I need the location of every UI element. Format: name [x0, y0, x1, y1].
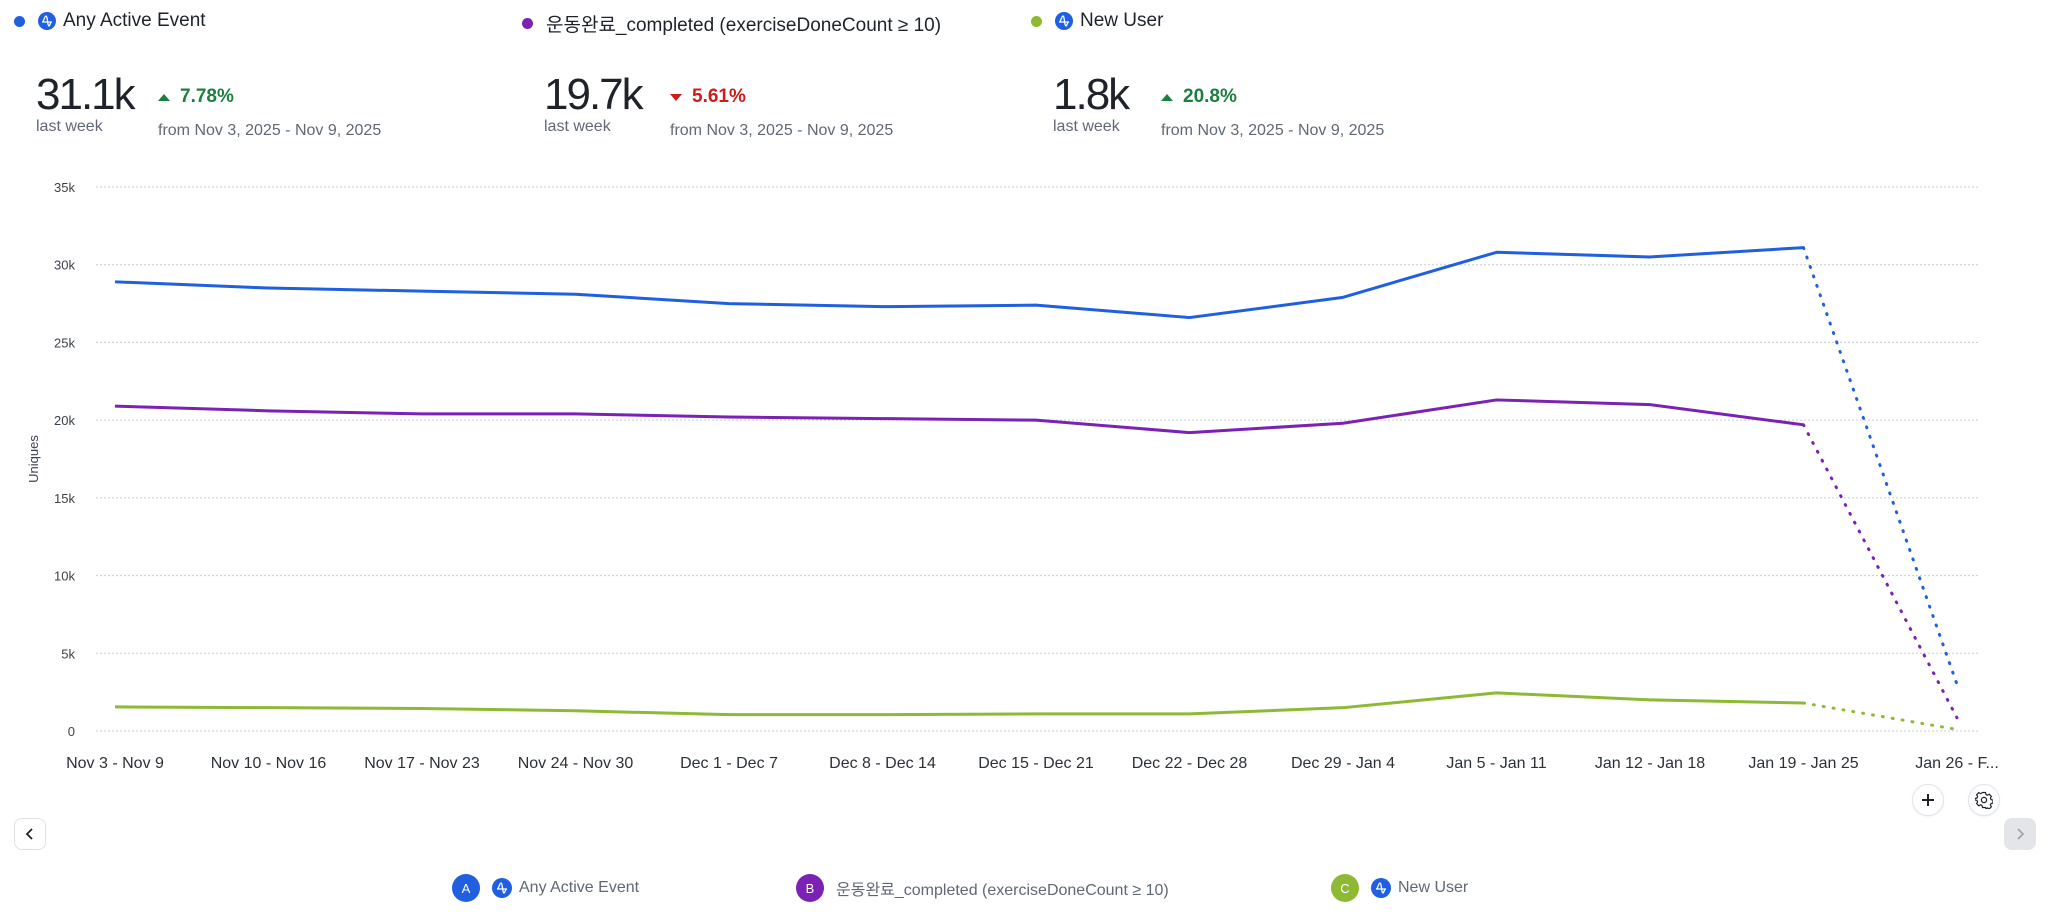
series-name: 운동완료_completed (exerciseDoneCount ≥ 10)	[546, 15, 942, 36]
metric-comparison: from Nov 3, 2025 - Nov 9, 2025	[670, 122, 894, 139]
series-a	[114, 246, 1959, 686]
series-b	[114, 398, 1959, 720]
delta-value: 20.8%	[1183, 86, 1237, 107]
y-axis-label: Uniques	[26, 435, 41, 483]
chevron-left-icon	[25, 828, 33, 840]
metric-summary-c: 1.8k last week 20.8% from Nov 3, 2025 - …	[1053, 70, 1384, 139]
x-tick-label: Dec 8 - Dec 14	[829, 755, 936, 772]
y-tick-label: 15k	[54, 491, 75, 506]
series-color-dot	[522, 18, 533, 29]
metric-comparison: from Nov 3, 2025 - Nov 9, 2025	[1161, 122, 1385, 139]
series-incomplete-segment[interactable]	[1802, 701, 1959, 731]
previous-page-button[interactable]	[14, 818, 46, 850]
plus-icon	[1922, 794, 1934, 806]
series-incomplete-segment[interactable]	[1802, 246, 1959, 686]
series-line[interactable]	[114, 398, 1804, 435]
series-line[interactable]	[114, 691, 1804, 717]
metric-value: 31.1k	[36, 70, 136, 119]
legend-label: New User	[1398, 879, 1469, 896]
caret-down-icon	[670, 93, 682, 101]
legend-item-a[interactable]: A Any Active Event	[452, 874, 639, 902]
amplitude-icon	[1371, 878, 1391, 898]
line-chart: 0 5k 10k 15k 20k 25k 30k 35k Uniques Nov 3 - No…	[26, 180, 1999, 772]
x-tick-label: Nov 24 - Nov 30	[518, 755, 634, 772]
y-tick-label: 20k	[54, 413, 75, 428]
y-tick-label: 35k	[54, 180, 75, 195]
legend-item-b[interactable]: B 운동완료_completed (exerciseDoneCount ≥ 10…	[796, 874, 1169, 902]
y-axis: 0 5k 10k 15k 20k 25k 30k 35k	[54, 180, 75, 739]
x-tick-label: Dec 22 - Dec 28	[1132, 755, 1248, 772]
series-c	[114, 691, 1959, 731]
series-name: Any Active Event	[63, 10, 206, 31]
legend-label: Any Active Event	[519, 879, 640, 896]
series-color-dot	[14, 15, 25, 27]
legend-item-c[interactable]: C New User	[1331, 874, 1468, 902]
series-incomplete-segment[interactable]	[1802, 423, 1959, 720]
x-tick-label: Nov 3 - Nov 9	[66, 755, 164, 772]
y-tick-label: 10k	[54, 569, 75, 584]
caret-up-icon	[158, 93, 170, 101]
metric-comparison: from Nov 3, 2025 - Nov 9, 2025	[158, 122, 382, 139]
x-tick-label: Jan 12 - Jan 18	[1595, 755, 1705, 772]
metric-period: last week	[544, 118, 611, 135]
series-header-a[interactable]: Any Active Event	[14, 10, 206, 32]
legend-label: 운동완료_completed (exerciseDoneCount ≥ 10)	[836, 882, 1169, 899]
y-tick-label: 0	[68, 724, 75, 739]
amplitude-icon	[38, 12, 56, 30]
grid-lines	[96, 186, 1978, 732]
series-header-c[interactable]: New User	[1031, 10, 1163, 32]
caret-up-icon	[1161, 93, 1173, 101]
series-lines	[114, 246, 1959, 731]
series-badge: C	[1331, 874, 1359, 902]
x-tick-label: Jan 5 - Jan 11	[1446, 755, 1546, 772]
y-tick-label: 30k	[54, 258, 75, 273]
y-tick-label: 5k	[61, 646, 75, 661]
gear-icon	[1975, 791, 1993, 809]
metric-delta: 5.61%	[670, 86, 746, 108]
x-tick-label: Dec 29 - Jan 4	[1291, 755, 1395, 772]
series-badge: B	[796, 874, 824, 902]
metric-summary-b: 19.7k last week 5.61% from Nov 3, 2025 -…	[544, 70, 893, 139]
metric-summary-a: 31.1k last week 7.78% from Nov 3, 2025 -…	[36, 70, 381, 139]
add-button[interactable]	[1912, 784, 1944, 816]
amplitude-icon	[492, 878, 512, 898]
metric-delta: 20.8%	[1161, 86, 1237, 108]
next-page-button[interactable]	[2004, 818, 2036, 850]
chevron-right-icon	[2017, 828, 2025, 840]
y-tick-label: 25k	[54, 335, 75, 350]
metric-period: last week	[36, 118, 103, 135]
x-tick-label: Nov 10 - Nov 16	[211, 755, 327, 772]
metric-period: last week	[1053, 118, 1120, 135]
settings-button[interactable]	[1968, 784, 2000, 816]
series-color-dot	[1031, 15, 1042, 27]
amplitude-icon	[1055, 12, 1073, 30]
x-axis: Nov 3 - Nov 9 Nov 10 - Nov 16 Nov 17 - Nov…	[66, 755, 1999, 772]
x-tick-label: Jan 19 - Jan 25	[1748, 755, 1858, 772]
delta-value: 5.61%	[692, 86, 746, 107]
series-badge: A	[452, 874, 480, 902]
metric-delta: 7.78%	[158, 86, 234, 108]
x-tick-label: Jan 26 - F...	[1915, 755, 1999, 772]
x-tick-label: Dec 1 - Dec 7	[680, 755, 778, 772]
metric-value: 1.8k	[1053, 70, 1130, 119]
series-header-b[interactable]: 운동완료_completed (exerciseDoneCount ≥ 10)	[522, 10, 941, 37]
series-name: New User	[1080, 10, 1164, 31]
delta-value: 7.78%	[180, 86, 234, 107]
x-tick-label: Dec 15 - Dec 21	[978, 755, 1094, 772]
series-line[interactable]	[114, 246, 1804, 320]
x-tick-label: Nov 17 - Nov 23	[364, 755, 480, 772]
metric-value: 19.7k	[544, 70, 644, 119]
